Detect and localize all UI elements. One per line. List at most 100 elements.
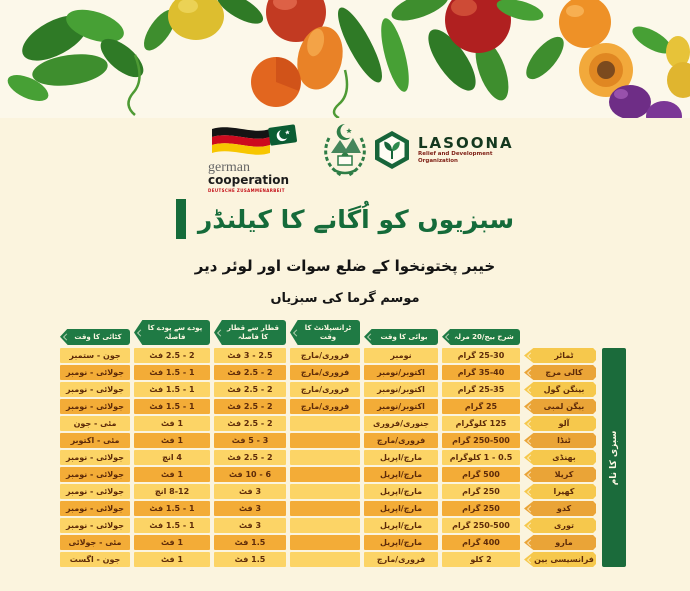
vegetable-name-badge: توری [524, 518, 596, 533]
badge-arrow-tip-icon [136, 328, 145, 337]
harvest-cell: جولائی - نومبر [60, 399, 130, 414]
sowing-cell: فروری/مارچ [364, 552, 438, 567]
badge-arrow-tip-icon [216, 328, 225, 337]
german-logo-word2: cooperation [208, 173, 289, 187]
lasoona-name: LASOONA [418, 134, 514, 152]
transplant-cell: فروری/مارچ [290, 382, 360, 397]
row-spacing-cell: 1.5 فٹ [214, 535, 286, 550]
transplant-cell: فروری/مارچ [290, 365, 360, 380]
plant-spacing-cell: 1 فٹ [134, 433, 210, 448]
sowing-cell: مارچ/اپریل [364, 501, 438, 516]
row-spacing-cell: 2 - 2.5 فٹ [214, 365, 286, 380]
seed-rate-cell: 250 گرام [442, 501, 520, 516]
season-heading: موسم گرما کی سبزیاں [270, 291, 420, 306]
header-transplant-time: ٹرانسپلانٹ کا وقت [290, 320, 360, 345]
vegetable-name-badge: کریلا [524, 467, 596, 482]
badge-arrow-tip-icon [444, 333, 453, 341]
table-row: جولائی - نومبر 1 - 1.5 فٹ 2 - 2.5 فٹ فروری/… [60, 365, 596, 380]
table-row: مئی - اکتوبر 1 فٹ 3 - 5 فٹ فروری/مارچ 250-50… [60, 433, 596, 448]
kp-government-emblem [320, 122, 370, 184]
plant-spacing-cell: 1 - 1.5 فٹ [134, 501, 210, 516]
row-spacing-cell: 2.5 - 3 فٹ [214, 348, 286, 363]
title-block: سبزیوں کو اُگانے کا کیلنڈر [0, 199, 690, 239]
vegetable-name-column-bar: سبزی کا نام [602, 348, 626, 567]
plant-spacing-cell: 8-12 انچ [134, 484, 210, 499]
vegetable-name-badge: آلو [524, 416, 596, 431]
table-header-row: کٹائی کا وقت پودے سے پودے کا فاصلہ قطار … [60, 311, 596, 345]
badge-arrow-tip-icon [526, 351, 535, 360]
harvest-cell: جولائی - نومبر [60, 518, 130, 533]
plant-spacing-cell: 1 - 1.5 فٹ [134, 365, 210, 380]
table-row: جولائی - نومبر 8-12 انچ 3 فٹ مارچ/اپریل 250 … [60, 484, 596, 499]
vegetable-name-column-label: سبزی کا نام [609, 430, 619, 485]
harvest-cell: جولائی - نومبر [60, 484, 130, 499]
badge-arrow-tip-icon [526, 538, 535, 547]
lasoona-tagline-1: Relief and Development [418, 151, 493, 157]
german-flag-icon [212, 124, 297, 155]
german-cooperation-logo: german cooperation DEUTSCHE ZUSAMMENARBE… [208, 124, 308, 193]
transplant-cell [290, 467, 360, 482]
badge-arrow-tip-icon [526, 453, 535, 462]
badge-arrow-tip-icon [526, 419, 535, 428]
transplant-cell [290, 433, 360, 448]
vegetable-name-badge: بھنڈی [524, 450, 596, 465]
harvest-cell: جولائی - نومبر [60, 467, 130, 482]
header-harvest-time: کٹائی کا وقت [60, 328, 130, 345]
badge-arrow-tip-icon [526, 368, 535, 377]
vegetable-name-badge: بینگن گول [524, 382, 596, 397]
seed-rate-cell: 2 کلو [442, 552, 520, 567]
vegetable-calendar-table: کٹائی کا وقت پودے سے پودے کا فاصلہ قطار … [60, 311, 626, 569]
row-spacing-cell: 3 فٹ [214, 518, 286, 533]
header-row-spacing: قطار سے قطار کا فاصلہ [214, 320, 286, 345]
sowing-cell: مارچ/اپریل [364, 450, 438, 465]
header-seed-rate: شرح بیج/20 مرلہ [442, 328, 520, 345]
harvest-cell: جولائی - نومبر [60, 382, 130, 397]
sowing-cell: نومبر [364, 348, 438, 363]
vegetable-name-badge: کالی مرچ [524, 365, 596, 380]
plant-spacing-cell: 1 فٹ [134, 535, 210, 550]
badge-arrow-tip-icon [526, 487, 535, 496]
transplant-cell [290, 484, 360, 499]
vegetable-name-badge: ٹنڈا [524, 433, 596, 448]
kp-emblem-icon [324, 123, 366, 177]
badge-arrow-tip-icon [526, 385, 535, 394]
table-row: جولائی - نومبر 1 - 1.5 فٹ 2 - 2.5 فٹ فروری/… [60, 382, 596, 397]
table-row: مئی - جولائی 1 فٹ 1.5 فٹ مارچ/اپریل 400 گرام… [60, 535, 596, 550]
vegetable-name-badge: کھیرا [524, 484, 596, 499]
harvest-cell: جولائی - نومبر [60, 450, 130, 465]
sowing-cell: اکتوبر/نومبر [364, 382, 438, 397]
badge-arrow-tip-icon [526, 470, 535, 479]
harvest-cell: جولائی - نومبر [60, 365, 130, 380]
seed-rate-cell: 25-35 گرام [442, 382, 520, 397]
page-subtitle: خیبر پختونخوا کے ضلع سوات اور لوئر دیر [194, 257, 496, 275]
plant-spacing-cell: 1 - 1.5 فٹ [134, 399, 210, 414]
page-title: سبزیوں کو اُگانے کا کیلنڈر [197, 204, 515, 234]
plant-spacing-cell: 1 فٹ [134, 552, 210, 567]
transplant-cell [290, 518, 360, 533]
sowing-cell: مارچ/اپریل [364, 484, 438, 499]
transplant-cell [290, 552, 360, 567]
plant-spacing-cell: 1 - 1.5 فٹ [134, 382, 210, 397]
harvest-cell: مئی - جولائی [60, 535, 130, 550]
transplant-cell [290, 416, 360, 431]
seed-rate-cell: 25-30 گرام [442, 348, 520, 363]
fruit-banner [0, 0, 690, 118]
badge-arrow-tip-icon [526, 555, 535, 564]
row-spacing-cell: 2 - 2.5 فٹ [214, 450, 286, 465]
table-row: جون - ستمبر 2 - 2.5 فٹ 2.5 - 3 فٹ فروری/مار… [60, 348, 596, 363]
row-spacing-cell: 3 فٹ [214, 484, 286, 499]
vegetable-name-badge: کدو [524, 501, 596, 516]
row-spacing-cell: 3 فٹ [214, 501, 286, 516]
sowing-cell: جنوری/فروری [364, 416, 438, 431]
seed-rate-cell: 250-500 گرام [442, 433, 520, 448]
table-row: جولائی - نومبر 1 - 1.5 فٹ 3 فٹ مارچ/اپریل 25… [60, 518, 596, 533]
sowing-cell: اکتوبر/نومبر [364, 399, 438, 414]
vegetable-name-badge: مارو [524, 535, 596, 550]
transplant-cell: فروری/مارچ [290, 348, 360, 363]
seed-rate-cell: 250 گرام [442, 484, 520, 499]
badge-arrow-tip-icon [292, 328, 301, 337]
badge-arrow-tip-icon [62, 333, 71, 341]
table-row: جون - اگست 1 فٹ 1.5 فٹ فروری/مارچ 2 کلو فرانس… [60, 552, 596, 567]
header-plant-spacing: پودے سے پودے کا فاصلہ [134, 320, 210, 345]
german-logo-subtext: DEUTSCHE ZUSAMMENARBEIT [208, 188, 285, 193]
